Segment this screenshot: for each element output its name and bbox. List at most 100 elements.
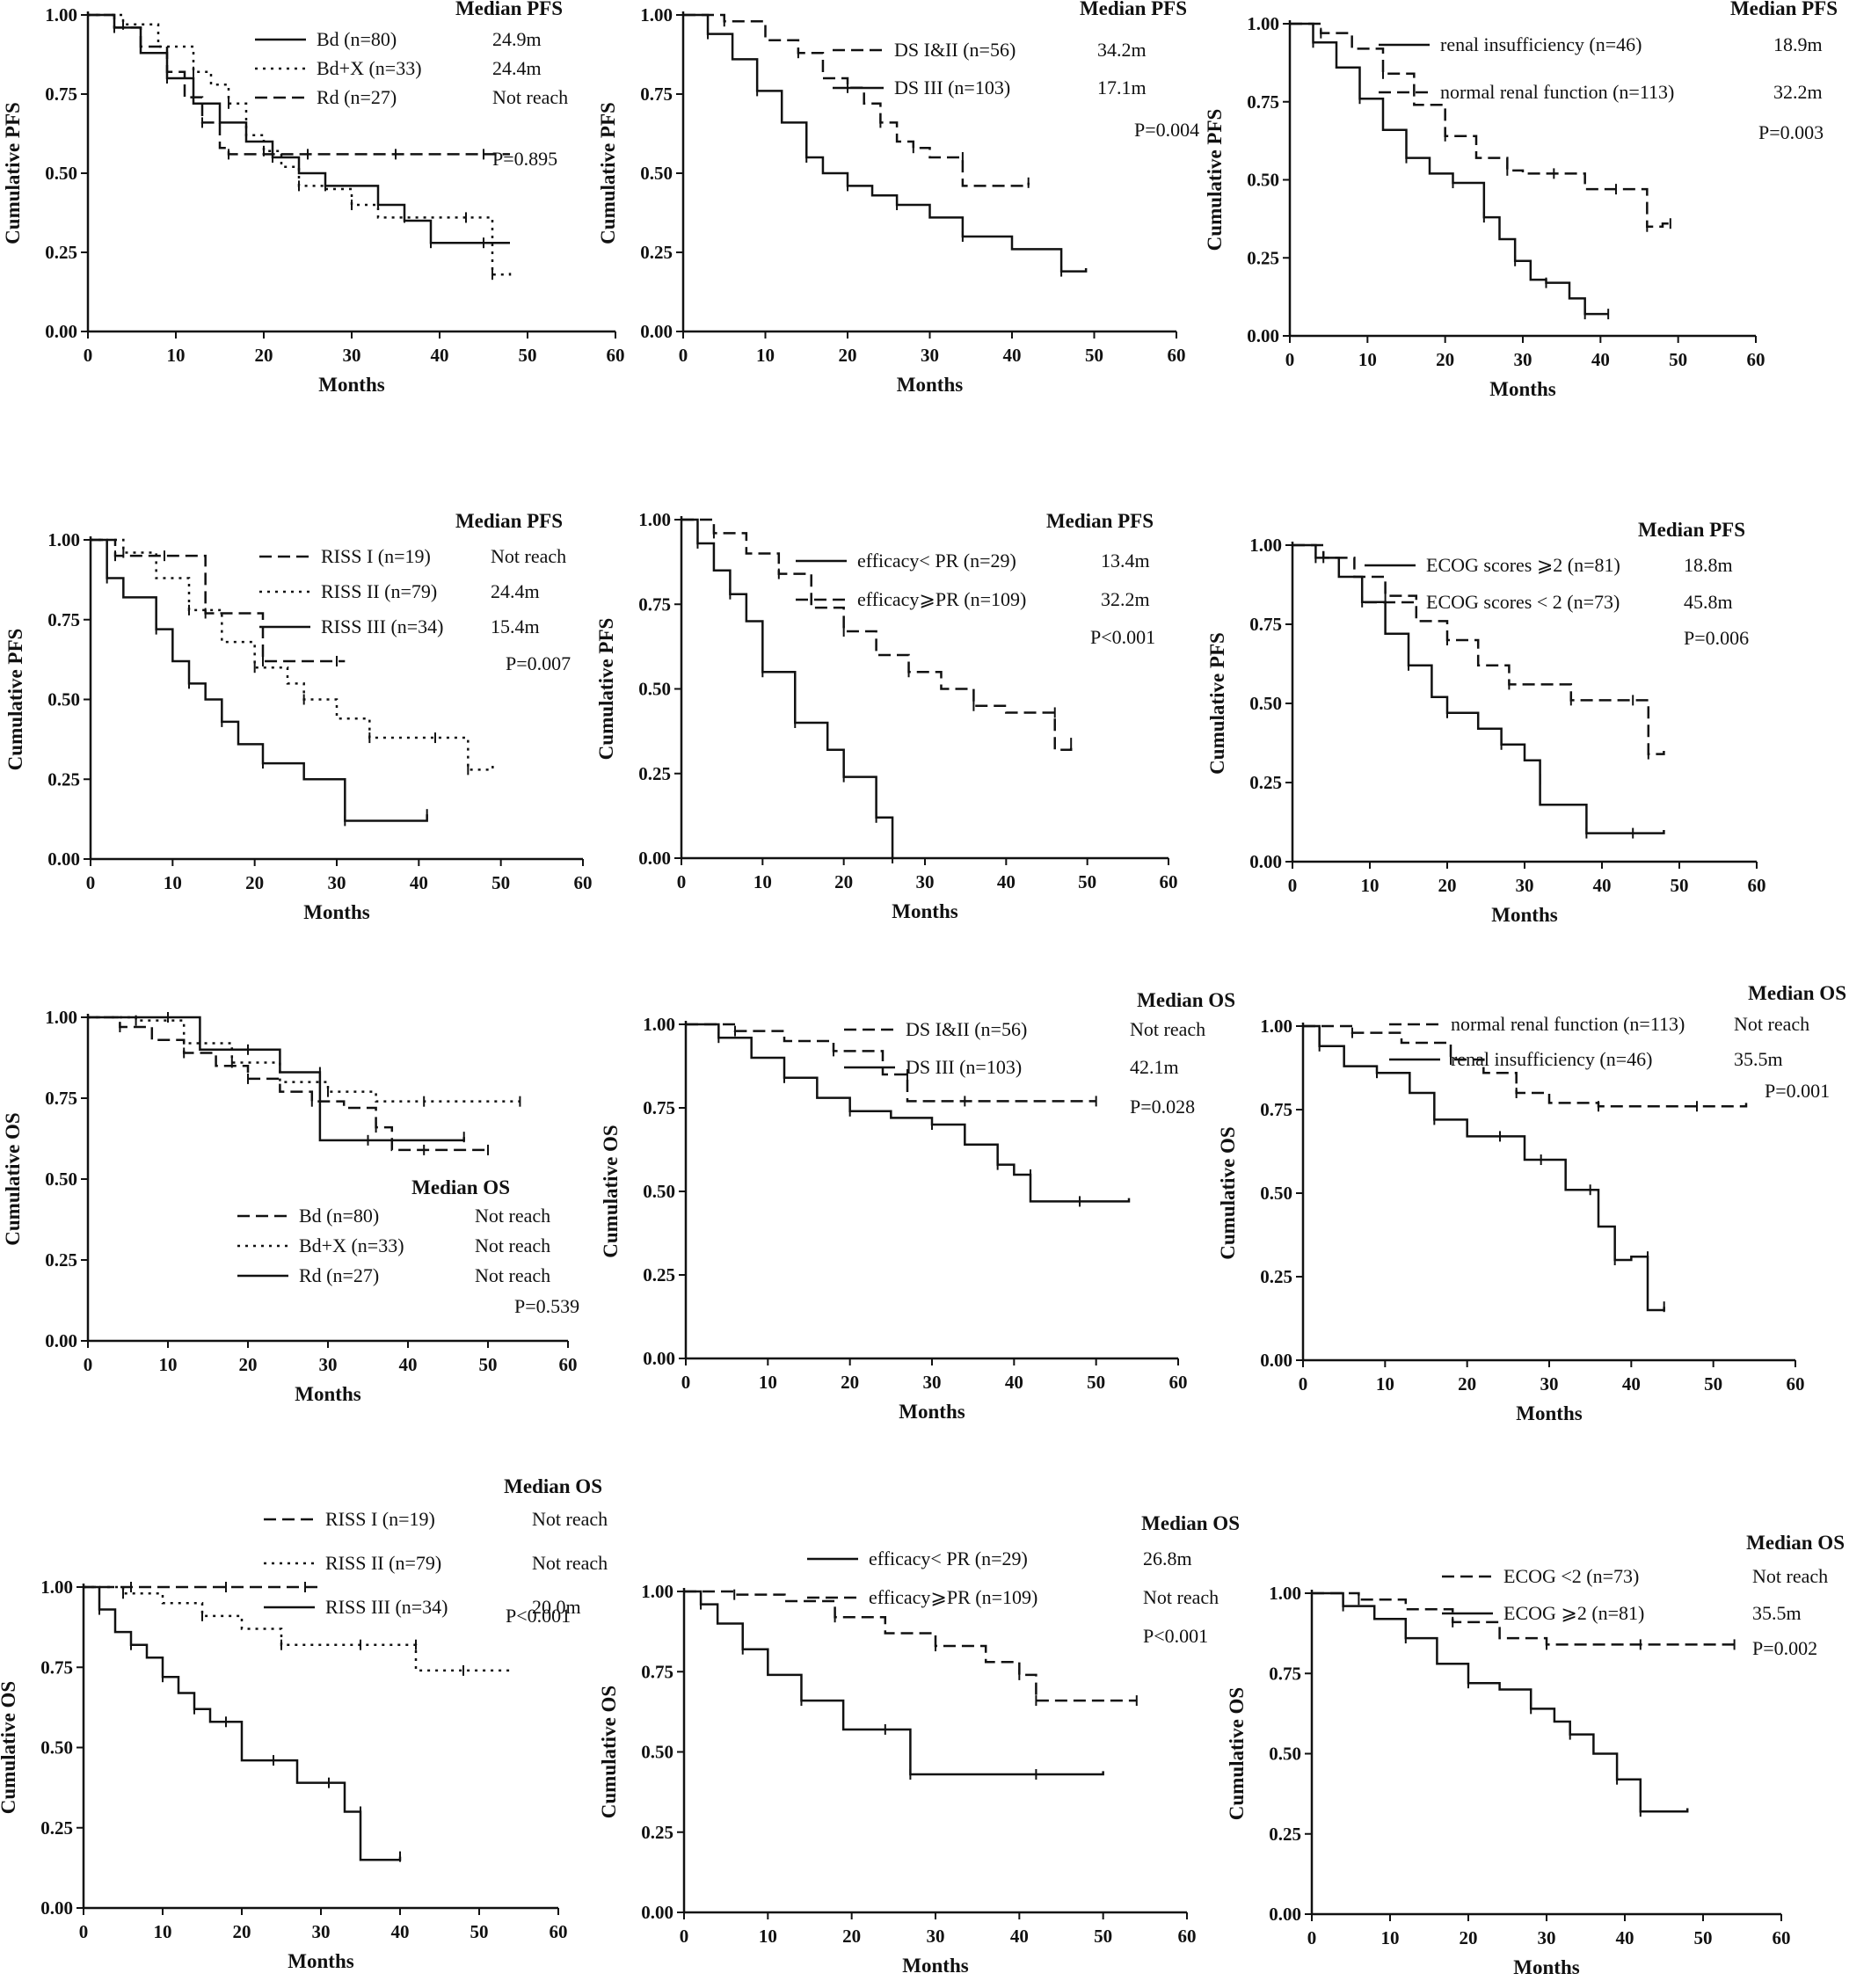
legend-median-value: 26.8m (1143, 1547, 1192, 1569)
legend-label: ECOG <2 (n=73) (1503, 1565, 1639, 1587)
survival-curve-series-1 (686, 1023, 1096, 1103)
x-tick-label: 50 (470, 1921, 489, 1942)
x-tick-label: 60 (1178, 1926, 1197, 1947)
legend-label: RISS II (n=79) (325, 1552, 441, 1574)
survival-curve-series-1 (684, 1590, 1104, 1776)
x-tick-label: 50 (1087, 1372, 1105, 1393)
y-tick-label: 0.25 (638, 763, 671, 784)
y-tick-label: 0.75 (47, 609, 80, 630)
x-tick-label: 20 (245, 872, 264, 893)
p-value: P<0.001 (506, 1605, 571, 1627)
y-tick-label: 0.25 (643, 1264, 675, 1285)
legend-label: Rd (n=27) (299, 1264, 379, 1286)
x-tick-label: 40 (399, 1354, 418, 1375)
x-axis-label: Months (1489, 378, 1555, 400)
x-tick-label: 60 (1787, 1373, 1805, 1395)
y-tick-label: 1.00 (1260, 1016, 1292, 1037)
km-panel-p42: 0 10 20 30 40 50 60 0.00 0.25 0.50 0.75 1.00 Months C… (598, 1512, 1240, 1977)
x-tick-label: 40 (431, 345, 449, 366)
x-tick-label: 20 (1438, 875, 1457, 896)
legend-title: Median PFS (1046, 510, 1154, 532)
x-tick-label: 30 (312, 1921, 331, 1942)
x-tick-label: 40 (391, 1921, 410, 1942)
survival-curve-series-1 (88, 1016, 488, 1152)
x-axis-label: Months (897, 374, 963, 396)
x-tick-label: 30 (1538, 1927, 1556, 1948)
x-tick-label: 10 (159, 1354, 178, 1375)
y-tick-label: 1.00 (1247, 13, 1279, 34)
y-tick-label: 0.75 (643, 1097, 675, 1118)
y-tick-label: 0.00 (45, 321, 77, 342)
y-tick-label: 1.00 (641, 1581, 673, 1602)
y-tick-label: 0.50 (45, 163, 77, 184)
x-tick-label: 60 (607, 345, 625, 366)
legend-median-value: Not reach (1752, 1565, 1828, 1587)
survival-curve-series-3 (91, 538, 428, 822)
p-value: P=0.002 (1752, 1637, 1817, 1659)
km-panel-p22: 0 10 20 30 40 50 60 0.00 0.25 0.50 0.75 1.00 Months C… (595, 509, 1178, 922)
survival-curve-series-2 (684, 1590, 1137, 1702)
legend-median-value: 18.8m (1684, 554, 1733, 576)
legend-median-value: 35.5m (1734, 1048, 1783, 1070)
y-tick-label: 0.00 (47, 848, 80, 870)
x-tick-label: 50 (1694, 1927, 1713, 1948)
x-tick-label: 50 (1094, 1926, 1112, 1947)
y-tick-label: 0.25 (45, 242, 77, 263)
legend-label: ECOG scores ⩾2 (n=81) (1426, 554, 1620, 576)
y-tick-label: 1.00 (638, 509, 671, 530)
x-tick-label: 60 (550, 1921, 568, 1942)
km-panel-p11: 0 10 20 30 40 50 60 0.00 0.25 0.50 0.75 1.00 Months C… (2, 0, 625, 396)
x-tick-label: 0 (1307, 1927, 1317, 1948)
y-tick-label: 0.50 (1247, 170, 1279, 191)
legend-median-value: 35.5m (1752, 1602, 1802, 1624)
y-tick-label: 1.00 (1249, 535, 1282, 556)
km-panel-p41: 0 10 20 30 40 50 60 0.00 0.25 0.50 0.75 1.00 Months C… (0, 1475, 608, 1972)
x-tick-label: 10 (1358, 349, 1377, 370)
legend-label: renal insufficiency (n=46) (1451, 1048, 1652, 1070)
y-tick-label: 0.00 (638, 848, 671, 869)
legend-label: RISS I (n=19) (325, 1508, 435, 1530)
y-tick-label: 0.50 (640, 163, 673, 184)
y-tick-label: 0.00 (640, 321, 673, 342)
x-tick-label: 0 (677, 871, 687, 892)
x-tick-label: 0 (679, 345, 688, 366)
p-value: P=0.004 (1134, 119, 1199, 141)
legend-median-value: 24.4m (491, 580, 540, 602)
x-axis-label: Months (288, 1950, 353, 1972)
x-tick-label: 10 (759, 1372, 777, 1393)
y-tick-label: 0.25 (1260, 1266, 1292, 1287)
x-tick-label: 40 (997, 871, 1016, 892)
x-tick-label: 50 (519, 345, 537, 366)
x-tick-label: 0 (86, 872, 96, 893)
x-tick-label: 60 (574, 872, 593, 893)
legend-median-value: Not reach (1143, 1586, 1219, 1608)
legend-label: ECOG scores < 2 (n=73) (1426, 591, 1620, 613)
x-tick-label: 40 (1005, 1372, 1023, 1393)
legend-title: Median PFS (1730, 0, 1838, 19)
survival-curve-series-1 (1303, 1024, 1748, 1108)
x-tick-label: 20 (239, 1354, 258, 1375)
p-value: P=0.028 (1130, 1096, 1195, 1118)
y-tick-label: 0.50 (1249, 693, 1282, 714)
x-tick-label: 60 (1169, 1372, 1188, 1393)
x-tick-label: 20 (255, 345, 273, 366)
legend-title: Median PFS (455, 510, 563, 532)
legend-median-value: Not reach (1734, 1013, 1809, 1035)
x-tick-label: 50 (1085, 345, 1103, 366)
y-tick-label: 0.50 (638, 679, 671, 700)
y-tick-label: 0.75 (1260, 1099, 1292, 1120)
legend-label: renal insufficiency (n=46) (1440, 33, 1642, 55)
legend-median-value: 24.4m (492, 57, 542, 79)
legend-label: RISS III (n=34) (325, 1596, 448, 1618)
y-tick-label: 1.00 (1269, 1583, 1301, 1604)
y-axis-label: Cumulative PFS (4, 629, 26, 771)
x-axis-label: Months (902, 1955, 968, 1977)
legend-label: DS III (n=103) (906, 1056, 1022, 1078)
legend-median-value: Not reach (475, 1264, 550, 1286)
x-axis-label: Months (1513, 1956, 1579, 1978)
y-tick-label: 0.00 (641, 1902, 673, 1923)
x-tick-label: 30 (1514, 349, 1532, 370)
legend-label: efficacy< PR (n=29) (869, 1547, 1028, 1569)
x-tick-label: 10 (756, 345, 775, 366)
legend-median-value: Not reach (492, 86, 568, 108)
